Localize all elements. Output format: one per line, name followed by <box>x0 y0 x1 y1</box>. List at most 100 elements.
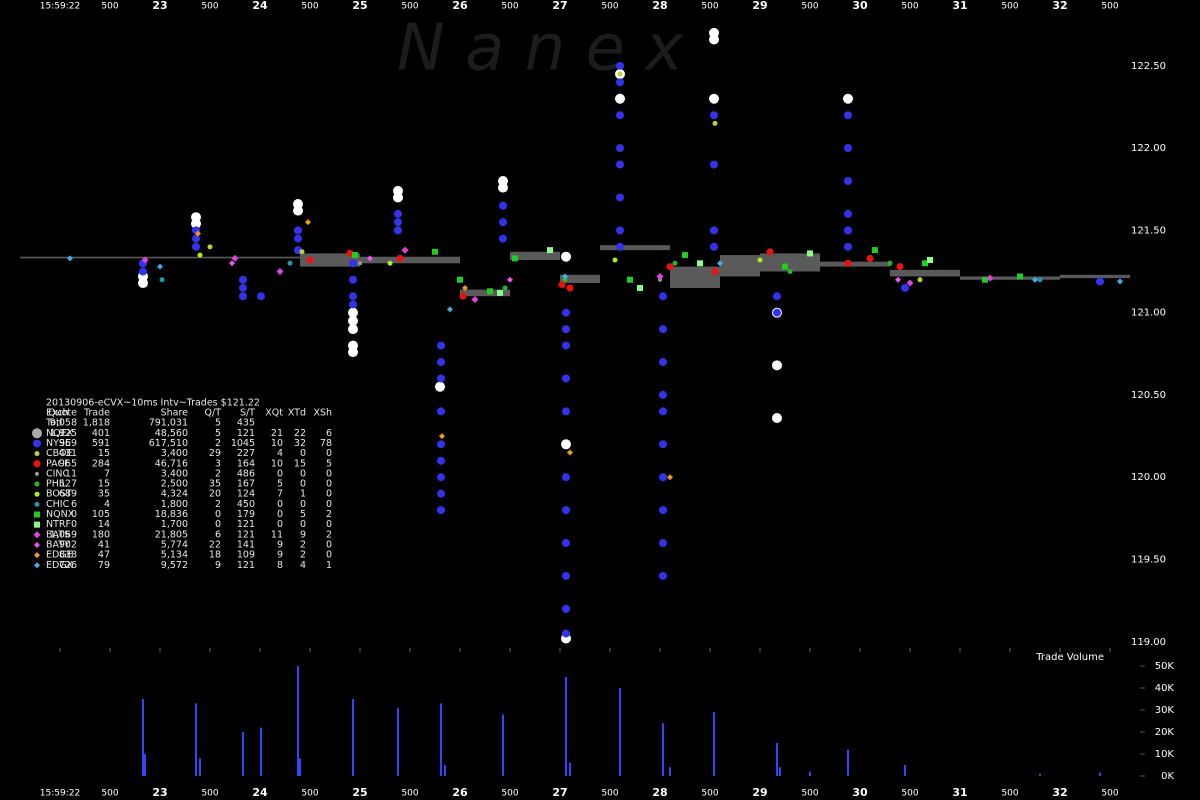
volume-bar <box>195 703 197 776</box>
table-cell: 401 <box>92 428 110 439</box>
trade-point <box>1117 278 1123 285</box>
trade-point <box>387 260 393 266</box>
trade-point <box>844 177 852 186</box>
trade-point <box>766 248 774 256</box>
trade-point <box>195 230 201 237</box>
trade-point <box>462 284 468 291</box>
x-tick-label: 30 <box>852 786 868 799</box>
quote-band <box>760 253 820 272</box>
trade-point <box>437 358 445 367</box>
table-cell: 9,572 <box>161 560 188 571</box>
volume-tick-label: 10K <box>1155 749 1175 760</box>
volume-bar <box>502 714 504 776</box>
table-cell: 15 <box>98 479 110 490</box>
trade-point <box>239 283 247 292</box>
table-cell: 0 <box>326 539 332 550</box>
table-cell: 109 <box>237 550 255 561</box>
x-tick-label: 500 <box>301 2 318 12</box>
table-cell: 5 <box>326 458 332 469</box>
x-tick-label: 500 <box>901 2 918 12</box>
trade-point <box>159 277 165 283</box>
trade-point <box>294 234 302 243</box>
x-tick-label: 500 <box>301 789 318 799</box>
volume-bar <box>779 767 781 776</box>
trade-point <box>757 257 763 263</box>
trade-point <box>659 473 667 482</box>
table-cell: 180 <box>92 529 110 540</box>
table-cell: 969 <box>59 438 77 449</box>
table-cell: 2,500 <box>161 479 188 490</box>
trade-point <box>502 285 508 291</box>
legend-marker <box>34 451 40 457</box>
table-cell: 0 <box>277 468 283 479</box>
trade-point <box>659 358 667 367</box>
legend-marker <box>34 491 40 497</box>
table-cell: 2 <box>326 529 332 540</box>
table-cell: 0 <box>326 468 332 479</box>
table-cell: 179 <box>237 509 255 520</box>
table-cell: 9 <box>215 560 221 571</box>
table-cell: 591 <box>92 438 110 449</box>
trade-point <box>294 226 302 235</box>
table-cell: 1,818 <box>83 418 110 429</box>
volume-bar <box>809 771 811 776</box>
legend-marker <box>34 552 40 559</box>
table-cell: 46,716 <box>155 458 188 469</box>
x-tick-label: 32 <box>1052 786 1067 799</box>
trade-point <box>229 260 235 267</box>
table-cell: 29 <box>209 448 221 459</box>
table-cell: 4 <box>104 499 110 510</box>
quote-band <box>300 253 360 267</box>
trade-point <box>435 381 445 392</box>
trade-point <box>447 306 453 313</box>
table-cell: 450 <box>237 499 255 510</box>
trade-point <box>287 260 293 266</box>
table-header: XQt <box>265 408 283 419</box>
trade-point <box>139 267 147 276</box>
table-cell: 0 <box>277 519 283 530</box>
table-cell: Totl <box>45 418 62 429</box>
trade-point <box>348 347 358 358</box>
table-cell: 5 <box>215 418 221 429</box>
quote-band <box>600 245 670 251</box>
table-cell: 902 <box>59 539 77 550</box>
trade-point <box>367 255 373 262</box>
x-tick-label: 26 <box>452 0 468 12</box>
trade-point <box>659 390 667 399</box>
table-cell: 6 <box>71 499 77 510</box>
volume-bar <box>776 743 778 776</box>
trade-point <box>917 277 923 283</box>
trade-point <box>348 315 358 326</box>
trade-point <box>844 209 852 218</box>
table-header: XSh <box>313 408 332 419</box>
y-tick-label: 119.50 <box>1131 554 1166 565</box>
trade-point <box>567 449 573 456</box>
x-tick-label: 27 <box>552 786 567 799</box>
legend-marker <box>34 521 40 528</box>
volume-bar <box>397 707 399 776</box>
trade-point <box>901 283 909 292</box>
trade-point <box>157 263 163 270</box>
trade-point <box>358 261 362 266</box>
x-tick-label: 29 <box>752 786 767 799</box>
table-cell: 48,560 <box>155 428 188 439</box>
trade-point <box>349 259 357 268</box>
table-header: Quote <box>48 408 77 419</box>
table-cell: 121 <box>237 560 255 571</box>
x-tick-label: 500 <box>1001 789 1018 799</box>
quote-band <box>510 251 560 260</box>
trade-point <box>659 407 667 416</box>
legend-label: EDGE <box>46 550 73 561</box>
trade-point <box>499 201 507 210</box>
trade-point <box>349 275 357 284</box>
legend-label: CHIC <box>46 499 70 510</box>
table-cell: 838 <box>59 550 77 561</box>
x-tick-label: 500 <box>801 2 818 12</box>
volume-tick-label: 30K <box>1155 705 1175 716</box>
table-cell: 21,805 <box>155 529 188 540</box>
table-cell: 0 <box>326 499 332 510</box>
legend-label: BOST <box>46 489 72 500</box>
legend-label: BATY <box>46 539 70 550</box>
volume-bar <box>260 727 262 776</box>
table-cell: 431 <box>59 448 77 459</box>
